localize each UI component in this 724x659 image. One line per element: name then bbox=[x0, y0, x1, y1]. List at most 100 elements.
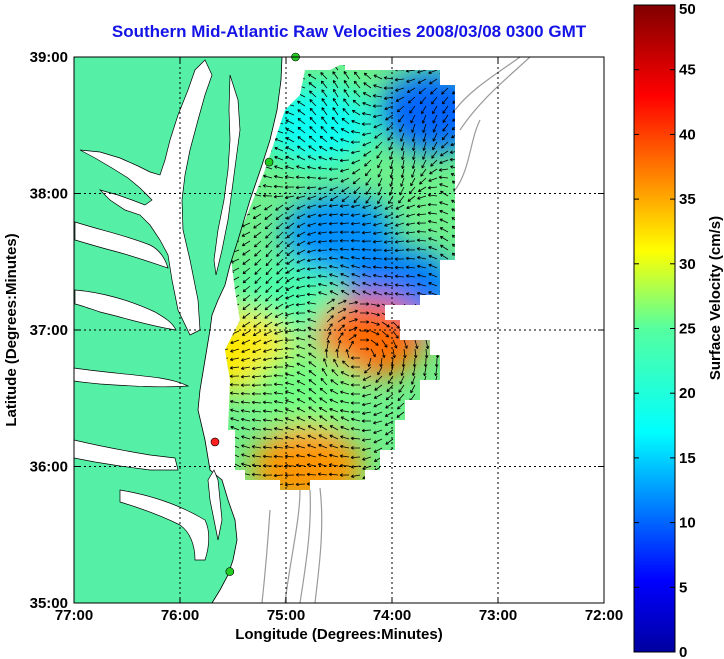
velocity-arrow bbox=[317, 213, 328, 218]
velocity-arrow bbox=[397, 402, 405, 410]
velocity-arrow bbox=[452, 180, 455, 188]
velocity-arrow bbox=[361, 447, 372, 452]
velocity-arrow bbox=[320, 80, 328, 89]
velocity-arrow bbox=[262, 473, 273, 478]
velocity-arrow bbox=[264, 213, 273, 220]
velocity-arrow bbox=[296, 285, 306, 290]
x-tick-label: 74:00 bbox=[373, 607, 411, 624]
velocity-arrow bbox=[350, 374, 360, 378]
radar-station-marker bbox=[225, 567, 235, 576]
velocity-arrow bbox=[318, 291, 328, 296]
velocity-arrow bbox=[274, 155, 284, 161]
radar-station-marker bbox=[210, 437, 220, 447]
velocity-arrow bbox=[428, 281, 438, 287]
velocity-arrow bbox=[450, 141, 455, 147]
velocity-arrow bbox=[341, 117, 350, 125]
velocity-arrow bbox=[439, 209, 449, 215]
velocity-arrow bbox=[262, 184, 273, 188]
velocity-arrow bbox=[370, 303, 381, 308]
velocity-arrow bbox=[276, 249, 284, 257]
velocity-arrow bbox=[254, 294, 262, 302]
velocity-arrow bbox=[265, 231, 273, 239]
velocity-arrow bbox=[439, 183, 449, 188]
velocity-arrow bbox=[329, 389, 339, 395]
velocity-arrow bbox=[394, 248, 405, 253]
velocity-arrow bbox=[427, 211, 438, 215]
velocity-arrow bbox=[372, 265, 383, 269]
velocity-arrow bbox=[439, 201, 449, 206]
velocity-arrow bbox=[348, 318, 358, 323]
velocity-arrow bbox=[450, 165, 455, 170]
velocity-arrow bbox=[438, 175, 449, 180]
velocity-arrow bbox=[264, 312, 273, 319]
velocity-arrow bbox=[296, 398, 306, 404]
velocity-arrow bbox=[242, 321, 251, 328]
velocity-arrow bbox=[361, 112, 372, 116]
velocity-arrow bbox=[308, 82, 317, 89]
velocity-arrow bbox=[328, 167, 339, 171]
velocity-arrow bbox=[273, 454, 284, 459]
velocity-arrow bbox=[360, 347, 370, 351]
velocity-arrow bbox=[296, 249, 306, 255]
velocity-arrow bbox=[342, 360, 350, 368]
velocity-arrow bbox=[274, 312, 284, 318]
velocity-arrow bbox=[350, 365, 360, 369]
velocity-arrow bbox=[286, 258, 295, 265]
velocity-arrow bbox=[284, 364, 295, 368]
velocity-arrow bbox=[373, 282, 383, 287]
velocity-arrow bbox=[425, 339, 430, 350]
velocity-arrow bbox=[405, 292, 416, 296]
velocity-arrow bbox=[373, 438, 383, 444]
velocity-arrow bbox=[400, 366, 405, 376]
velocity-arrow bbox=[326, 298, 335, 305]
velocity-arrow bbox=[329, 195, 339, 201]
velocity-arrow bbox=[241, 348, 251, 353]
velocity-arrow bbox=[251, 392, 262, 396]
velocity-arrow bbox=[383, 283, 394, 287]
velocity-arrow bbox=[286, 249, 295, 256]
velocity-arrow bbox=[373, 74, 383, 80]
velocity-arrow bbox=[362, 92, 372, 98]
velocity-arrow bbox=[377, 366, 383, 376]
velocity-arrow bbox=[230, 339, 240, 344]
velocity-arrow bbox=[351, 159, 361, 165]
velocity-arrow bbox=[373, 123, 383, 129]
velocity-arrow bbox=[284, 454, 295, 459]
velocity-arrow bbox=[395, 87, 405, 92]
velocity-arrow bbox=[240, 417, 251, 422]
velocity-arrow bbox=[296, 195, 306, 200]
velocity-arrow bbox=[321, 89, 328, 98]
velocity-arrow bbox=[365, 195, 372, 204]
y-tick-label: 36:00 bbox=[30, 459, 68, 476]
velocity-arrow bbox=[394, 274, 405, 279]
velocity-arrow bbox=[317, 204, 328, 209]
velocity-arrow bbox=[420, 168, 427, 177]
velocity-arrow bbox=[307, 453, 317, 458]
velocity-arrow bbox=[317, 239, 328, 244]
velocity-arrow bbox=[318, 443, 328, 449]
velocity-arrow bbox=[263, 348, 273, 353]
velocity-arrow bbox=[324, 348, 329, 359]
velocity-arrow bbox=[296, 345, 306, 350]
velocity-arrow bbox=[230, 425, 240, 431]
velocity-arrow bbox=[428, 272, 438, 278]
velocity-arrow bbox=[307, 204, 317, 209]
velocity-arrow bbox=[427, 202, 438, 207]
velocity-arrow bbox=[307, 249, 317, 254]
velocity-arrow bbox=[241, 339, 251, 345]
velocity-arrow bbox=[428, 69, 438, 75]
x-tick-label: 72:00 bbox=[585, 607, 623, 624]
velocity-arrow bbox=[251, 454, 262, 458]
velocity-arrow bbox=[262, 445, 273, 450]
velocity-arrow bbox=[273, 373, 284, 378]
velocity-arrow bbox=[342, 108, 350, 116]
velocity-arrow bbox=[370, 321, 380, 326]
velocity-arrow bbox=[307, 343, 317, 350]
velocity-arrow bbox=[295, 454, 306, 458]
velocity-arrow bbox=[417, 195, 427, 200]
velocity-arrow bbox=[265, 276, 273, 284]
velocity-arrow bbox=[392, 330, 399, 339]
velocity-arrow bbox=[229, 391, 240, 395]
radar-station-marker bbox=[264, 157, 274, 167]
colorbar-tick-label: 30 bbox=[679, 256, 696, 273]
